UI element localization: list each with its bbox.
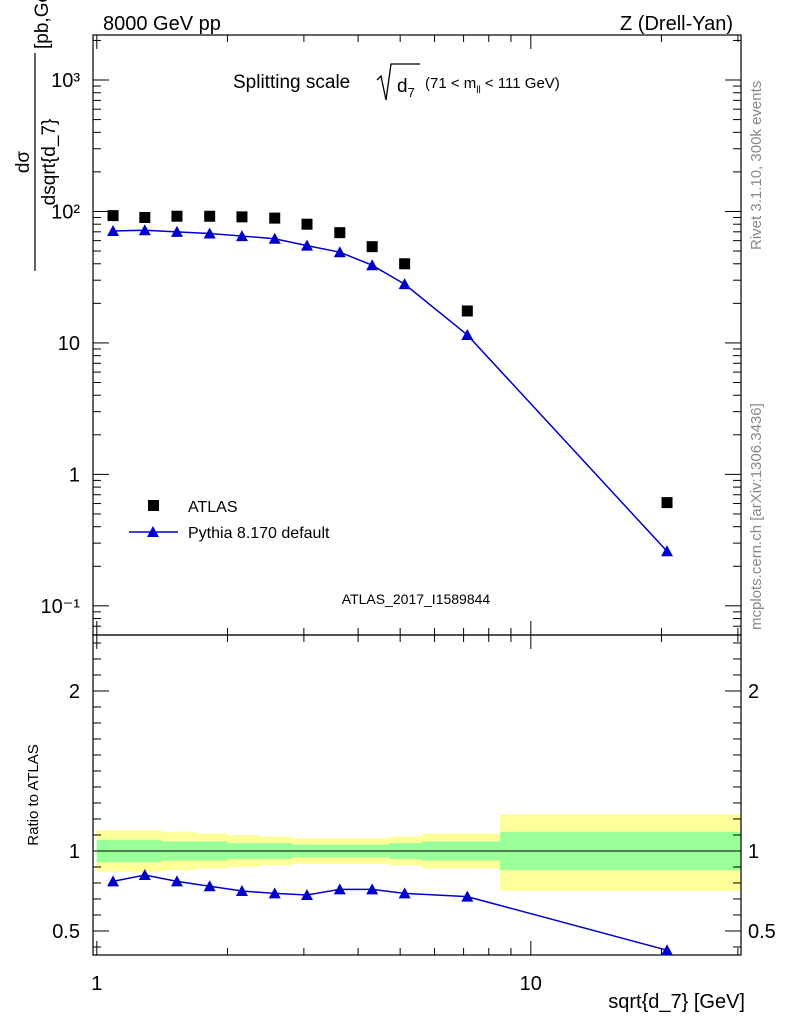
pythia-point [235, 230, 248, 242]
pythia-ratio-point [333, 883, 346, 895]
atlas-data-point [139, 211, 151, 223]
analysis-watermark: ATLAS_2017_I1589844 [342, 591, 491, 607]
atlas-data-point [461, 305, 473, 317]
pythia-ratio-point [235, 885, 248, 896]
pythia-ratio-point [398, 887, 411, 899]
atlas-data-point [366, 241, 378, 253]
pythia-ratio-point [366, 883, 379, 895]
pythia-ratio-curve [112, 874, 668, 951]
pythia-ratio-point [461, 890, 474, 902]
pythia-ratio-point [170, 875, 183, 887]
header-right: Z (Drell-Yan) [620, 13, 733, 35]
y-tick-label: 10² [51, 201, 80, 223]
pythia-ratio-point [300, 889, 313, 900]
pythia-ratio-point [138, 869, 151, 880]
pythia-point [333, 246, 346, 258]
atlas-data-point [269, 212, 281, 224]
main-title: Splitting scale d7 (71 < mll < 111 GeV) [233, 63, 560, 101]
main-ylabel: dσ dsqrt{d_7} [pb,GeV-1] [13, 0, 60, 271]
sqrt-sign-icon [376, 63, 420, 101]
main-title-text: Splitting scale [233, 72, 350, 93]
pythia-ratio-point [268, 887, 281, 899]
atlas-data-point [171, 210, 183, 222]
pythia-ratio-point [107, 875, 120, 887]
atlas-data-point [236, 211, 248, 223]
title-cut: (71 < mll < 111 GeV) [425, 75, 560, 96]
title-symbol: d7 [397, 76, 415, 100]
atlas-data-point [334, 227, 346, 239]
ratio-y-tick-label-left: 1 [69, 841, 80, 863]
legend-atlas-label: ATLAS [188, 499, 238, 516]
y-tick-label: 10³ [51, 70, 80, 92]
pythia-point [268, 232, 281, 244]
atlas-data-point [204, 210, 216, 222]
ratio-panel-axes: 1 10 0.5 0.5 1 1 2 2 [52, 35, 776, 995]
y-tick-label: 1 [69, 464, 80, 486]
x-axis-label: sqrt{d_7} [GeV] [608, 991, 745, 1013]
pythia-point [461, 328, 474, 340]
ylabel-numerator: dσ [13, 151, 34, 174]
pythia-point [366, 259, 379, 271]
atlas-data-point [661, 497, 673, 509]
atlas-data-point [301, 218, 313, 230]
x-tick-label: 10 [520, 973, 542, 995]
legend: ATLAS Pythia 8.170 default [129, 499, 330, 542]
pythia-ratio-point [661, 944, 674, 956]
atlas-data-point [399, 258, 411, 270]
legend-pythia-label: Pythia 8.170 default [188, 525, 330, 542]
legend-atlas-marker [148, 500, 159, 511]
ylabel-units: [pb,GeV-1] [29, 0, 53, 49]
pythia-point [203, 227, 216, 239]
x-tick-label: 1 [91, 973, 102, 995]
main-frame [92, 34, 742, 636]
ratio-y-tick-label-left: 0.5 [52, 921, 80, 943]
pythia-point [170, 225, 183, 237]
y-tick-label: 10⁻¹ [41, 596, 81, 618]
ratio-y-tick-label-right: 2 [748, 681, 759, 703]
rivet-label: Rivet 3.1.10, 300k events [748, 81, 765, 250]
pythia-point [107, 225, 120, 237]
main-panel-axes: 10⁻¹ 1 10 10² 10³ [41, 34, 742, 955]
ylabel-denominator: dsqrt{d_7} [39, 119, 60, 206]
pythia-point [661, 545, 674, 557]
pythia-point [398, 278, 411, 290]
ratio-y-tick-label-left: 2 [69, 681, 80, 703]
ratio-frame [92, 634, 742, 956]
ratio-uncertainty-bands [96, 814, 742, 891]
pythia-point [300, 239, 313, 251]
ratio-y-tick-label-right: 0.5 [748, 921, 776, 943]
mcplots-label: mcplots.cern.ch [arXiv:1306.3436] [748, 403, 765, 630]
pythia-point [138, 224, 151, 236]
pythia-ratio-point [203, 880, 216, 892]
pythia-curve [113, 229, 668, 552]
ratio-panel-marks [107, 869, 674, 956]
atlas-data-point [107, 210, 119, 222]
legend-pythia-marker [147, 526, 159, 537]
ratio-ylabel: Ratio to ATLAS [25, 744, 42, 845]
ratio-y-tick-label-right: 1 [748, 841, 759, 863]
y-tick-label: 10 [58, 333, 80, 355]
header-left: 8000 GeV pp [103, 13, 221, 35]
main-panel-marks [107, 210, 674, 557]
